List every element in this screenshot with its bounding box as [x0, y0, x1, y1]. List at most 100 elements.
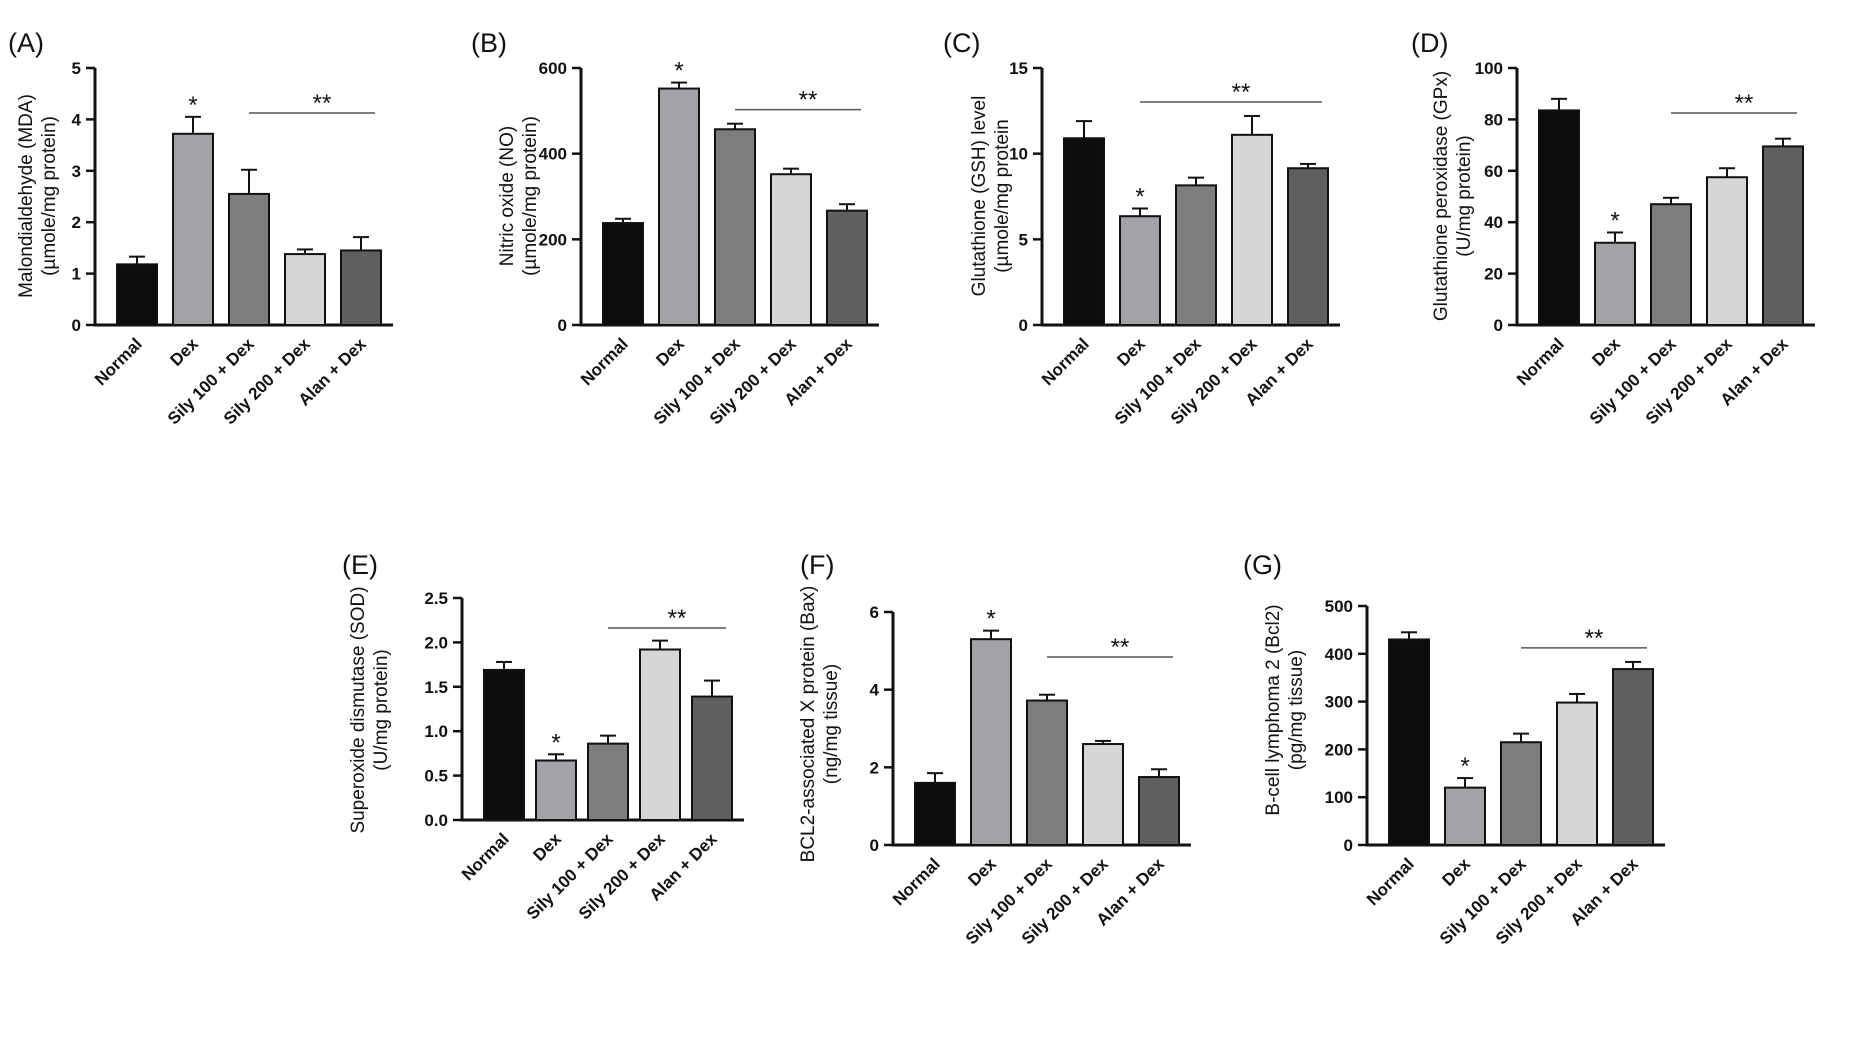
y-tick-label: 4 — [72, 110, 82, 129]
bar — [826, 209, 868, 326]
bar — [1063, 137, 1105, 326]
y-tick-label: 4 — [870, 681, 880, 700]
bar — [1706, 176, 1748, 326]
y-tick-label: 200 — [1325, 740, 1353, 759]
bar — [340, 249, 382, 326]
y-tick-label: 10 — [1009, 145, 1028, 164]
bar — [228, 192, 270, 326]
x-tick-label: Dex — [1438, 854, 1474, 890]
y-tick-label: 0 — [1344, 836, 1353, 855]
panel-a-label: (A) — [8, 28, 44, 58]
x-tick-label: Normal — [458, 829, 513, 884]
y-tick-label: 5 — [1019, 230, 1028, 249]
x-tick-label: Normal — [1363, 854, 1418, 909]
y-tick-label: 1.0 — [424, 722, 448, 741]
y-tick-label: 80 — [1484, 110, 1503, 129]
bar — [1026, 699, 1068, 846]
panel-e-label: (E) — [342, 550, 378, 580]
y-tick-label: 0 — [72, 316, 81, 335]
y-tick-label: 0.5 — [424, 767, 448, 786]
bar — [914, 781, 956, 847]
y-tick-label: 0.0 — [424, 811, 448, 830]
x-tick-label: Normal — [577, 334, 632, 389]
y-tick-label: 2 — [870, 758, 879, 777]
y-tick-label: 600 — [539, 59, 567, 78]
x-tick-label: Dex — [964, 854, 1000, 890]
bar — [1287, 167, 1329, 326]
panel-a: (A) Malondialdehyde (MDA) (µmole/mg prot… — [0, 0, 460, 520]
x-tick-label: Dex — [166, 334, 202, 370]
bar — [1388, 638, 1430, 846]
y-tick-label: 0 — [1494, 316, 1503, 335]
bar — [587, 742, 629, 821]
significance-star: * — [674, 58, 683, 85]
bar — [483, 668, 525, 821]
significance-double-star: ** — [313, 90, 332, 117]
x-tick-label: Normal — [1513, 334, 1568, 389]
significance-star: * — [1610, 207, 1619, 234]
x-tick-label: Normal — [889, 854, 944, 909]
y-tick-label: 3 — [72, 162, 81, 181]
significance-double-star: ** — [1111, 634, 1130, 661]
panel-g-label: (G) — [1243, 550, 1282, 580]
y-tick-label: 0 — [870, 836, 879, 855]
bar — [535, 759, 577, 821]
x-tick-label: Dex — [529, 829, 565, 865]
y-tick-label: 60 — [1484, 162, 1503, 181]
significance-star: * — [986, 606, 995, 633]
x-tick-label: Dex — [1588, 334, 1624, 370]
panel-e: (E) Superoxide dismutase (SOD) (U/mg pro… — [330, 540, 780, 1062]
bar — [770, 173, 812, 326]
bar — [1138, 776, 1180, 847]
significance-double-star: ** — [1585, 625, 1604, 652]
y-tick-label: 6 — [870, 603, 879, 622]
y-tick-label: 300 — [1325, 693, 1353, 712]
bar — [1500, 741, 1542, 846]
y-tick-label: 1 — [72, 265, 81, 284]
panel-b: (B) Nitric oxide (NO) (µmole/mg protein)… — [465, 0, 925, 520]
bar — [714, 128, 756, 326]
y-tick-label: 2.0 — [424, 633, 448, 652]
panel-c-label: (C) — [943, 28, 981, 58]
bar — [1762, 145, 1804, 326]
y-tick-label: 100 — [1325, 788, 1353, 807]
bar — [116, 263, 158, 326]
y-tick-label: 100 — [1475, 59, 1503, 78]
bar — [1119, 215, 1161, 327]
x-tick-label: Dex — [1113, 334, 1149, 370]
bar — [1650, 203, 1692, 327]
panel-g: (G) B-cell lymphoma 2 (Bcl2) (pg/mg tiss… — [1235, 540, 1705, 1062]
bar — [284, 253, 326, 326]
y-tick-label: 15 — [1009, 59, 1028, 78]
significance-star: * — [1460, 753, 1469, 780]
bar — [1175, 184, 1217, 326]
bar — [1594, 241, 1636, 326]
y-tick-label: 20 — [1484, 265, 1503, 284]
y-tick-label: 400 — [1325, 645, 1353, 664]
panel-d-label: (D) — [1411, 28, 1449, 58]
bar — [1556, 701, 1598, 846]
y-tick-label: 40 — [1484, 213, 1503, 232]
x-tick-label: Normal — [91, 334, 146, 389]
bar — [658, 87, 700, 326]
significance-double-star: ** — [799, 87, 818, 114]
y-tick-label: 5 — [72, 59, 81, 78]
y-tick-label: 0 — [558, 316, 567, 335]
x-tick-label: Dex — [652, 334, 688, 370]
significance-double-star: ** — [1232, 79, 1251, 106]
y-tick-label: 400 — [539, 145, 567, 164]
significance-double-star: ** — [1735, 90, 1754, 117]
y-tick-label: 1.5 — [424, 678, 448, 697]
bar — [1612, 668, 1654, 846]
y-tick-label: 200 — [539, 230, 567, 249]
panel-f-label: (F) — [800, 550, 835, 580]
panel-d: (D) Glutathione peroxidase (GPx) (U/mg p… — [1405, 0, 1862, 520]
panel-f: (F) BCL2-associated X protein (Bax) (ng/… — [790, 540, 1230, 1062]
